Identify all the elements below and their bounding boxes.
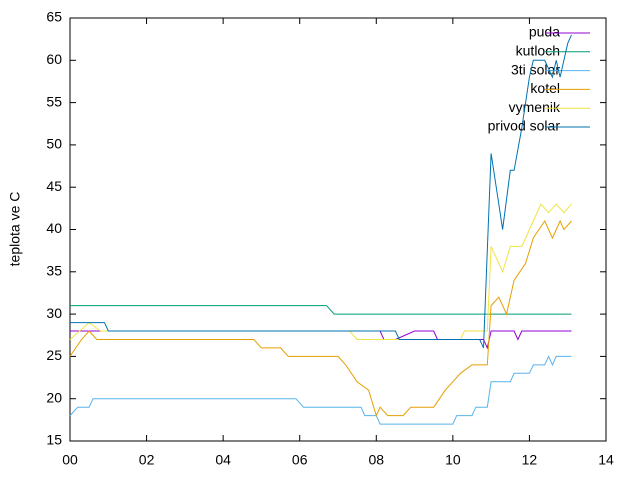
x-tick-label: 10: [445, 452, 461, 468]
legend-label: kotel: [530, 80, 560, 96]
legend-label: kutloch: [516, 43, 560, 59]
x-tick-label: 14: [598, 452, 614, 468]
x-tick-label: 02: [139, 452, 155, 468]
legend-label: privod solar: [488, 118, 561, 134]
y-tick-label: 30: [46, 305, 62, 321]
series-line: [69, 355, 572, 425]
series-line: [70, 305, 572, 315]
x-tick-label: 04: [215, 452, 231, 468]
y-tick-label: 45: [46, 178, 62, 194]
x-tick-label: 12: [522, 452, 538, 468]
series-line: [69, 203, 572, 340]
y-tick-label: 60: [46, 51, 62, 67]
y-tick-label: 40: [46, 220, 62, 236]
y-tick-label: 20: [46, 389, 62, 405]
legend-label: 3ti solar: [511, 61, 560, 77]
y-tick-label: 35: [46, 263, 62, 279]
y-tick-label: 50: [46, 136, 62, 152]
plot-frame: [69, 17, 607, 442]
y-axis-label: teplota ve C: [7, 192, 23, 267]
legend-label: vymenik: [509, 99, 561, 115]
series-line: [69, 219, 572, 418]
y-tick-label: 55: [46, 93, 62, 109]
x-tick-label: 08: [368, 452, 384, 468]
y-tick-label: 65: [46, 9, 62, 25]
y-tick-label: 15: [46, 432, 62, 448]
x-tick-label: 06: [292, 452, 308, 468]
series-line: [70, 34, 572, 349]
y-tick-label: 25: [46, 347, 62, 363]
legend-label: puda: [529, 24, 560, 40]
x-tick-label: 00: [62, 452, 78, 468]
